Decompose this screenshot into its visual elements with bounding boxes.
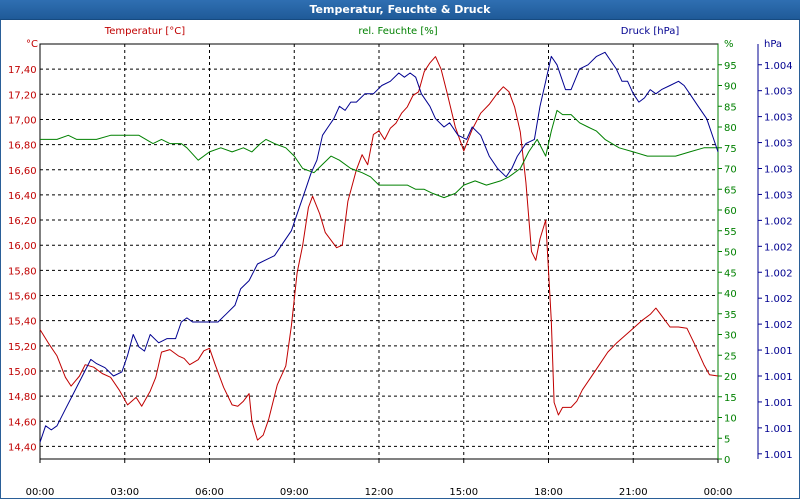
- temperature-tick: 17,20: [8, 90, 37, 101]
- pressure-axis-unit: hPa: [764, 39, 782, 50]
- humidity-tick: 55: [724, 227, 737, 238]
- pressure-tick: 1.002: [764, 216, 793, 227]
- x-tick-time: 18:00: [534, 487, 563, 498]
- humidity-tick: 90: [724, 82, 737, 93]
- temperature-tick: 14,80: [8, 392, 37, 403]
- temperature-tick: 17,40: [8, 65, 37, 76]
- humidity-tick: 35: [724, 310, 737, 321]
- humidity-tick: 10: [724, 414, 737, 425]
- humidity-tick: 0: [724, 455, 730, 466]
- pressure-tick: 1.003: [764, 87, 793, 98]
- temperature-tick: 16,40: [8, 191, 37, 202]
- pressure-tick: 1.001: [764, 372, 793, 383]
- pressure-tick: 1.002: [764, 268, 793, 279]
- humidity-tick: 5: [724, 434, 730, 445]
- grid: [39, 44, 762, 463]
- x-tick-time: 06:00: [195, 487, 224, 498]
- pressure-tick: 1.004: [764, 61, 793, 72]
- pressure-tick: 1.003: [764, 190, 793, 201]
- humidity-tick: 80: [724, 123, 737, 134]
- temperature-tick: 15,40: [8, 317, 37, 328]
- series-group: [39, 51, 719, 443]
- humidity-series-line: [40, 109, 718, 199]
- x-tick-time: 00:00: [26, 487, 55, 498]
- humidity-tick: 70: [724, 165, 737, 176]
- humidity-tick: 20: [724, 372, 737, 383]
- tick-labels: 00:0028.09.1903:0028.09.1906:0028.09.190…: [8, 61, 793, 498]
- pressure-series-line: [39, 51, 719, 443]
- temperature-tick: 16,00: [8, 241, 37, 252]
- chart: 00:0028.09.1903:0028.09.1906:0028.09.190…: [8, 26, 793, 498]
- temperature-tick: 15,80: [8, 266, 37, 277]
- temperature-tick: 16,80: [8, 141, 37, 152]
- temperature-tick: 17,00: [8, 115, 37, 126]
- pressure-tick: 1.003: [764, 165, 793, 176]
- temperature-tick: 14,60: [8, 417, 37, 428]
- pressure-tick: 1.003: [764, 113, 793, 124]
- temperature-tick: 15,20: [8, 342, 37, 353]
- pressure-tick: 1.002: [764, 320, 793, 331]
- humidity-axis-label: rel. Feuchte [%]: [358, 26, 437, 37]
- pressure-tick: 1.002: [764, 242, 793, 253]
- humidity-tick: 30: [724, 331, 737, 342]
- x-tick-time: 12:00: [365, 487, 394, 498]
- temperature-tick: 14,40: [8, 442, 37, 453]
- pressure-tick: 1.003: [764, 139, 793, 150]
- humidity-tick: 65: [724, 185, 737, 196]
- humidity-tick: 50: [724, 248, 737, 259]
- humidity-axis-unit: %: [724, 39, 734, 50]
- temperature-tick: 15,60: [8, 292, 37, 303]
- temperature-tick: 15,00: [8, 367, 37, 378]
- humidity-tick: 85: [724, 102, 737, 113]
- humidity-tick: 60: [724, 206, 737, 217]
- x-tick-time: 09:00: [280, 487, 309, 498]
- pressure-tick: 1.002: [764, 294, 793, 305]
- x-tick-time: 15:00: [449, 487, 478, 498]
- x-tick-time: 00:00: [704, 487, 733, 498]
- humidity-tick: 45: [724, 268, 737, 279]
- pressure-tick: 1.001: [764, 398, 793, 409]
- humidity-tick: 25: [724, 351, 737, 362]
- humidity-tick: 40: [724, 289, 737, 300]
- x-tick-time: 21:00: [619, 487, 648, 498]
- pressure-tick: 1.001: [764, 346, 793, 357]
- humidity-tick: 75: [724, 144, 737, 155]
- window-title: Temperatur, Feuchte & Druck: [0, 0, 800, 20]
- pressure-axis-label: Druck [hPa]: [621, 26, 680, 37]
- temperature-tick: 16,60: [8, 166, 37, 177]
- x-tick-time: 03:00: [110, 487, 139, 498]
- temperature-axis-label: Temperatur [°C]: [104, 26, 185, 37]
- temperature-series-line: [39, 56, 719, 441]
- humidity-tick: 95: [724, 61, 737, 72]
- pressure-tick: 1.001: [764, 450, 793, 461]
- temperature-axis-unit: °C: [26, 39, 38, 50]
- humidity-tick: 15: [724, 393, 737, 404]
- pressure-tick: 1.001: [764, 424, 793, 435]
- temperature-tick: 16,20: [8, 216, 37, 227]
